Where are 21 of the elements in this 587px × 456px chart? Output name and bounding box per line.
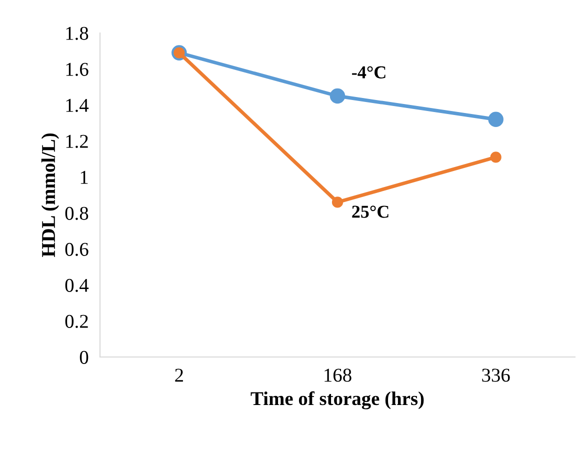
x-tick-label: 168: [324, 368, 352, 382]
y-tick-label: 0: [80, 350, 88, 364]
y-tick-label: 0.2: [65, 314, 88, 328]
y-tick-label: 1.6: [66, 62, 88, 76]
x-tick-label: 336: [482, 368, 510, 382]
y-tick-label: 1.8: [66, 26, 88, 40]
point: [332, 196, 344, 208]
y-tick-label: 0.4: [65, 278, 89, 292]
series-label: 25°C: [352, 206, 388, 218]
point: [490, 152, 502, 163]
y-tick-label: 1.4: [66, 98, 89, 112]
x-axis-title: Time of storage (hrs): [250, 391, 424, 410]
y-tick-label: 0.6: [65, 242, 88, 256]
point: [488, 112, 504, 128]
y-tick-label: 0.8: [65, 206, 88, 220]
y-tick-label: 1: [80, 170, 88, 184]
point: [330, 88, 346, 104]
series-label: -4°C: [352, 66, 386, 78]
y-axis-title: HDL (mmol/L): [41, 133, 60, 258]
y-tick-label: 1.2: [66, 134, 88, 148]
x-tick-label: 2: [175, 368, 183, 382]
